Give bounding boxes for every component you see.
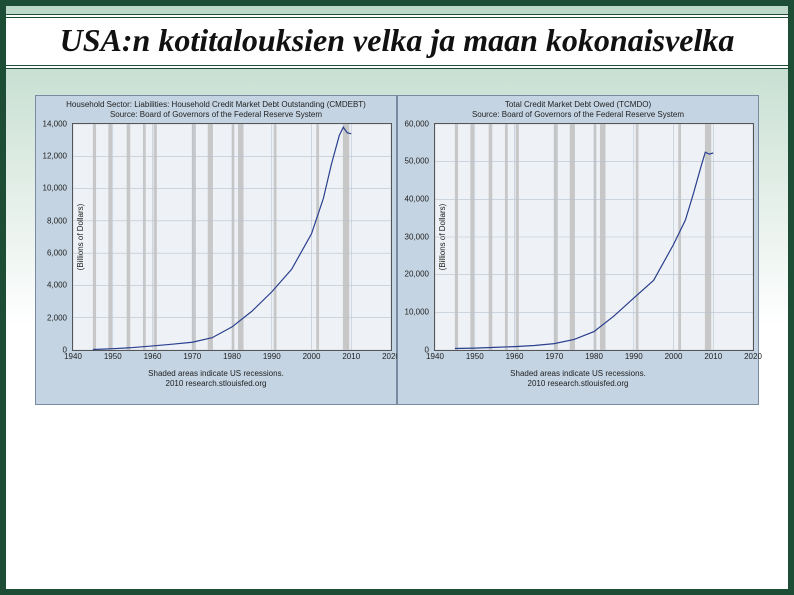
- footer-line2: 2010 research.stlouisfed.org: [42, 379, 390, 389]
- y-tick-label: 6,000: [39, 248, 67, 257]
- x-tick-label: 1970: [545, 352, 563, 361]
- y-tick-label: 40,000: [401, 195, 429, 204]
- y-tick-label: 14,000: [39, 119, 67, 128]
- x-tick-label: 1990: [625, 352, 643, 361]
- x-tick-label: 2010: [342, 352, 360, 361]
- footer-line1: Shaded areas indicate US recessions.: [404, 369, 752, 379]
- y-tick-label: 60,000: [401, 119, 429, 128]
- charts-row: Household Sector: Liabilities: Household…: [6, 95, 788, 405]
- x-tick-label: 1970: [183, 352, 201, 361]
- x-tick-label: 1940: [64, 352, 82, 361]
- x-tick-label: 1950: [466, 352, 484, 361]
- chart-title-line2: Source: Board of Governors of the Federa…: [404, 110, 752, 120]
- y-tick-label: 2,000: [39, 313, 67, 322]
- y-ticks: 02,0004,0006,0008,00010,00012,00014,000: [47, 124, 69, 350]
- y-tick-label: 10,000: [39, 184, 67, 193]
- y-tick-label: 10,000: [401, 308, 429, 317]
- chart-svg: [435, 124, 753, 350]
- y-tick-label: 20,000: [401, 270, 429, 279]
- x-tick-label: 1960: [144, 352, 162, 361]
- x-ticks: 194019501960197019801990200020102020: [435, 352, 753, 364]
- slide-title: USA:n kotitalouksien velka ja maan kokon…: [16, 22, 778, 59]
- slide: USA:n kotitalouksien velka ja maan kokon…: [0, 0, 794, 595]
- x-tick-label: 2010: [704, 352, 722, 361]
- chart-footer: Shaded areas indicate US recessions. 201…: [404, 369, 752, 389]
- x-tick-label: 1940: [426, 352, 444, 361]
- y-tick-label: 0: [401, 345, 429, 354]
- footer-line1: Shaded areas indicate US recessions.: [42, 369, 390, 379]
- y-tick-label: 50,000: [401, 157, 429, 166]
- x-tick-label: 2000: [665, 352, 683, 361]
- x-tick-label: 1990: [263, 352, 281, 361]
- y-ticks: 010,00020,00030,00040,00050,00060,000: [409, 124, 431, 350]
- x-tick-label: 2020: [744, 352, 762, 361]
- x-ticks: 194019501960197019801990200020102020: [73, 352, 391, 364]
- chart-title: Household Sector: Liabilities: Household…: [42, 100, 390, 120]
- chart-svg: [73, 124, 391, 350]
- y-tick-label: 8,000: [39, 216, 67, 225]
- plot-area: (Billions of Dollars) 02,0004,0006,0008,…: [72, 123, 392, 351]
- plot-area: (Billions of Dollars) 010,00020,00030,00…: [434, 123, 754, 351]
- x-tick-label: 1960: [506, 352, 524, 361]
- chart-footer: Shaded areas indicate US recessions. 201…: [42, 369, 390, 389]
- x-tick-label: 1980: [585, 352, 603, 361]
- chart-title-line1: Total Credit Market Debt Owed (TCMDO): [404, 100, 752, 110]
- x-tick-label: 2000: [303, 352, 321, 361]
- x-tick-label: 1980: [223, 352, 241, 361]
- footer-line2: 2010 research.stlouisfed.org: [404, 379, 752, 389]
- chart-panel-total-debt: Total Credit Market Debt Owed (TCMDO) So…: [397, 95, 759, 405]
- y-tick-label: 0: [39, 345, 67, 354]
- chart-panel-household-debt: Household Sector: Liabilities: Household…: [35, 95, 397, 405]
- y-tick-label: 12,000: [39, 152, 67, 161]
- y-tick-label: 4,000: [39, 281, 67, 290]
- title-band: USA:n kotitalouksien velka ja maan kokon…: [6, 14, 788, 69]
- y-tick-label: 30,000: [401, 232, 429, 241]
- chart-title: Total Credit Market Debt Owed (TCMDO) So…: [404, 100, 752, 120]
- chart-title-line1: Household Sector: Liabilities: Household…: [42, 100, 390, 110]
- x-tick-label: 1950: [104, 352, 122, 361]
- chart-title-line2: Source: Board of Governors of the Federa…: [42, 110, 390, 120]
